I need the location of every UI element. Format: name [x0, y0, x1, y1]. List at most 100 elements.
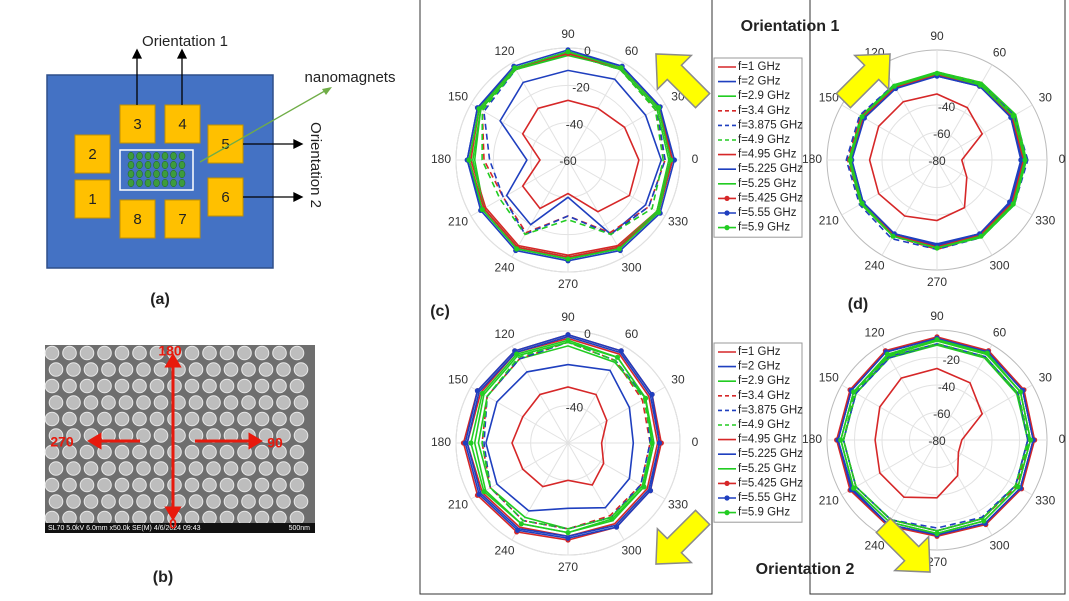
sem-dot [184, 411, 200, 427]
magnet [144, 160, 152, 170]
r-tick-label: -40 [938, 380, 956, 394]
magnet [127, 169, 135, 179]
theta-tick-label: 180 [802, 432, 822, 446]
sem-dot [202, 477, 217, 493]
sem-dot [114, 411, 130, 427]
theta-tick-label: 300 [621, 260, 641, 274]
r-tick-label: 0 [584, 44, 591, 58]
sem-dot [97, 345, 112, 361]
series-marker [884, 351, 891, 357]
sem-dot [254, 411, 270, 427]
sem-dot [206, 362, 221, 377]
sem-dot [258, 494, 274, 509]
series-marker [618, 348, 624, 354]
callout-arrow [655, 509, 711, 565]
sem-dot [97, 378, 112, 394]
legend-label: f=2.9 GHz [738, 90, 790, 102]
sem-dot [188, 494, 204, 509]
legend-label: f=3.4 GHz [738, 390, 790, 402]
direction-label: 0 [169, 516, 177, 532]
magnet [161, 151, 169, 161]
sem-dot [293, 395, 309, 410]
legend-marker [724, 210, 730, 216]
theta-tick-label: 180 [431, 435, 451, 449]
sem-dot [149, 345, 165, 361]
sem-dot [276, 428, 291, 443]
sem-dot [66, 428, 81, 443]
magnet [153, 151, 160, 161]
series-marker [1017, 389, 1023, 395]
theta-tick-label: 0 [692, 435, 699, 449]
sem-dot [202, 444, 217, 460]
sem-dot [254, 510, 270, 526]
sem-dot [276, 362, 291, 377]
sem-dot [237, 510, 252, 526]
sem-dot [136, 395, 151, 410]
sem-dot [44, 477, 60, 493]
legend-label: f=5.425 GHz [738, 477, 803, 489]
pad [164, 199, 201, 239]
sem-dot [184, 345, 200, 361]
sem-dot [276, 461, 291, 476]
sem-dot [202, 510, 217, 526]
sem-dot [149, 444, 165, 460]
sem-dot [223, 494, 239, 509]
sem-dot [132, 378, 147, 394]
theta-tick-label: 60 [625, 44, 639, 58]
magnet [136, 151, 143, 161]
theta-tick-label: 120 [864, 326, 884, 340]
legend-label: f=5.225 GHz [738, 163, 803, 175]
sem-dot [132, 477, 147, 493]
series-marker [609, 516, 615, 522]
series-marker [479, 390, 485, 397]
pad [207, 124, 244, 164]
magnet [153, 169, 160, 179]
sem-dot [83, 395, 99, 410]
theta-tick-label: 150 [448, 90, 468, 104]
series-marker [859, 200, 865, 206]
theta-tick-label: 0 [1059, 152, 1066, 166]
series-marker [984, 350, 990, 356]
magnet [178, 160, 186, 170]
sem-dot [202, 411, 217, 427]
sem-dot [206, 494, 221, 509]
sem-dot [289, 477, 305, 493]
sem-dot [258, 362, 274, 377]
sem-caption: SL70 5.0kV 6.0mm x50.0k SE(M) 4/6/2024 0… [48, 525, 201, 532]
legend-label: f=1 GHz [738, 61, 781, 73]
theta-tick-label: 0 [1059, 432, 1066, 446]
pad-label: 4 [178, 116, 186, 133]
arrow-head [164, 353, 182, 368]
series-marker [518, 521, 524, 527]
series-marker [466, 157, 472, 163]
sem-dot [188, 362, 204, 377]
sem-dot [149, 411, 165, 427]
series-marker [642, 395, 649, 401]
sem-dot [114, 477, 130, 493]
grid-spoke [470, 103, 569, 161]
legend-marker [724, 195, 730, 201]
legend-label: f=5.9 GHz [738, 222, 790, 234]
grid-spoke [936, 64, 993, 161]
sem-dot [79, 411, 95, 427]
r-tick-label: -40 [938, 100, 956, 114]
sem-dot [289, 345, 305, 361]
legend-marker [724, 509, 730, 516]
sem-dot [97, 477, 112, 493]
sem-scale: 500nm [289, 525, 311, 532]
pad-label: 6 [221, 189, 229, 206]
nanomagnets-label: nanomagnets [305, 69, 396, 86]
callout-label: Orientation 1 [741, 18, 840, 35]
series-marker [565, 530, 571, 536]
theta-tick-label: 210 [448, 215, 468, 229]
legend-label: f=3.875 GHz [738, 404, 803, 416]
grid-spoke [567, 159, 625, 258]
polar-chart: 0 30 60 90 120 150 180 210 240 270 300 330 -40 0 f=1 G… [431, 310, 803, 574]
series-marker [1010, 201, 1016, 207]
sem-dot [254, 477, 270, 493]
grid-spoke [881, 64, 938, 161]
series-marker [934, 337, 940, 343]
sem-dot [136, 461, 151, 476]
series-marker [565, 256, 571, 262]
